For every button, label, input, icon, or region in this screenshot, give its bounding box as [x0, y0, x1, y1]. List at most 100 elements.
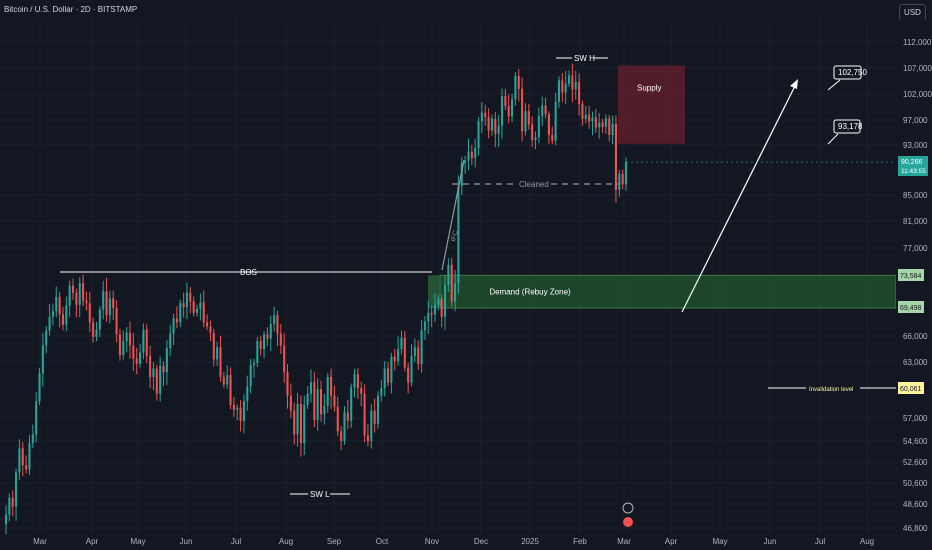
candle-body — [356, 374, 359, 389]
candle-body — [276, 315, 279, 334]
level-badge-label: 73,584 — [900, 273, 922, 280]
current-price-badge — [898, 156, 928, 176]
price-tick-label: 48,600 — [903, 500, 928, 509]
price-tick-label: 50,600 — [903, 479, 928, 488]
candle-body — [564, 83, 567, 93]
candle-body — [306, 393, 309, 405]
price-axis[interactable]: 112,000 107,000 102,000 97,000 93,000 85,000 8… — [903, 38, 932, 533]
candle-body — [289, 395, 292, 411]
candle-body — [534, 137, 537, 140]
price-tick-label: 102,000 — [903, 90, 932, 99]
candle-body — [102, 291, 105, 310]
time-tick-label: Aug — [279, 537, 293, 546]
candle-body — [450, 264, 453, 302]
time-tick-label: Mar — [617, 537, 631, 546]
candle-body — [45, 330, 48, 346]
candle-body — [544, 105, 547, 115]
candle-body — [387, 368, 390, 383]
candle-body — [162, 365, 165, 373]
time-tick-label: May — [712, 537, 727, 546]
countdown-label: 11:43:55 — [901, 168, 926, 175]
candle-body — [246, 386, 249, 402]
candle-body — [263, 334, 266, 349]
candle-body — [195, 308, 199, 313]
candle-body — [286, 372, 289, 396]
time-axis[interactable]: Mar Apr May Jun Jul Aug Sep Oct Nov Dec 2025 Feb Mar… — [33, 537, 874, 546]
target-1-label: 102,750 — [838, 68, 867, 77]
currency-button[interactable]: USD — [899, 4, 926, 21]
candle-body — [95, 329, 98, 337]
time-tick-label: Jul — [815, 537, 825, 546]
candle-body — [527, 111, 530, 125]
candle-body — [567, 75, 571, 84]
time-tick-label: 2025 — [521, 537, 539, 546]
time-tick-label: May — [130, 537, 145, 546]
candle-body — [71, 285, 75, 293]
cleaned-label-bg — [516, 178, 550, 189]
candle-body — [571, 75, 574, 90]
candle-body — [484, 112, 487, 117]
candle-body — [28, 443, 31, 470]
candle-body — [299, 404, 302, 444]
candle-body — [618, 173, 621, 190]
candle-body — [105, 291, 108, 316]
candle-body — [139, 352, 142, 364]
candle-body — [125, 332, 128, 342]
candle-body — [185, 292, 189, 308]
candle-body — [423, 321, 426, 331]
candle-body — [309, 382, 313, 394]
candle-body — [417, 347, 420, 364]
candle-body — [155, 368, 158, 394]
projection-line — [681, 83, 797, 313]
candle-body — [55, 296, 58, 312]
candle-body — [128, 332, 132, 346]
candle-body — [393, 356, 396, 362]
candle-body — [11, 497, 14, 507]
candle-body — [578, 82, 581, 104]
time-tick-label: Apr — [665, 537, 678, 546]
candle-body — [159, 365, 162, 394]
bos-label: BOS — [240, 268, 257, 277]
invalidation-label-bg — [806, 383, 860, 393]
candle-body — [209, 326, 212, 333]
candle-body — [537, 115, 540, 138]
grid — [0, 20, 896, 535]
level-badge — [898, 269, 924, 281]
price-tick-label: 66,000 — [903, 332, 928, 341]
price-tick-label: 93,000 — [903, 141, 928, 150]
candle-body — [474, 148, 477, 159]
candle-body — [85, 300, 88, 304]
chart-title: Bitcoin / U.S. Dollar · 2D · BITSTAMP — [4, 5, 138, 14]
candle-body — [521, 88, 524, 132]
candle-body — [303, 404, 306, 444]
price-tick-label: 46,800 — [903, 524, 928, 533]
candle-body — [360, 388, 363, 394]
candle-body — [18, 448, 21, 473]
candle-body — [88, 303, 91, 323]
ifc-label: IFC — [450, 230, 460, 243]
swing-low-label-bg — [308, 488, 330, 499]
candle-body — [511, 99, 514, 117]
swing-high-label: SW H — [574, 54, 595, 63]
candle-body — [108, 298, 111, 316]
candle-body — [296, 404, 299, 435]
candle-body — [75, 292, 78, 305]
candle-body — [38, 373, 41, 402]
candle-body — [202, 302, 205, 323]
candle-body — [611, 123, 614, 135]
candle-body — [420, 330, 423, 364]
price-tick-label: 81,000 — [903, 217, 928, 226]
candle-body — [340, 431, 343, 441]
candle-body — [588, 114, 591, 122]
candle-body — [165, 348, 168, 373]
time-tick-label: Jun — [180, 537, 193, 546]
ifc-line — [441, 159, 465, 271]
candle-body — [437, 299, 440, 305]
candle-body — [487, 116, 490, 131]
candle-body — [249, 364, 252, 387]
candle-body — [524, 111, 527, 132]
event-icon — [622, 502, 634, 514]
candle-body — [145, 329, 148, 356]
candle-body — [447, 264, 450, 285]
